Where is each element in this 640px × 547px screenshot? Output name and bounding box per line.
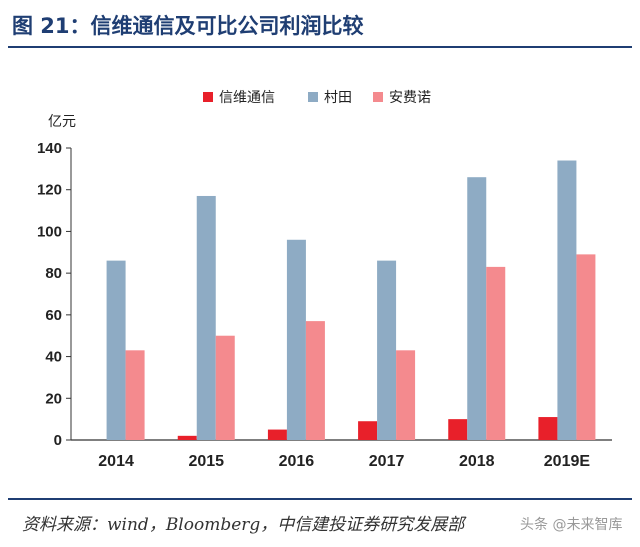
- y-tick-label: 80: [45, 265, 62, 282]
- y-tick-label: 120: [37, 182, 62, 199]
- bar: [177, 435, 197, 440]
- x-axis: 2014 2015 2016 2017 2018 2019E: [71, 439, 612, 470]
- y-tick-label: 0: [54, 432, 62, 449]
- legend: 信维通信 村田 安费诺: [203, 90, 431, 106]
- y-tick-label: 20: [45, 390, 62, 407]
- bottom-rule: [8, 498, 632, 500]
- y-tick-label: 40: [45, 349, 62, 366]
- bar: [467, 177, 487, 440]
- figure-title: 图 21：信维通信及可比公司利润比较: [12, 14, 364, 38]
- y-tick-label: 100: [37, 223, 62, 240]
- legend-swatch: [373, 92, 383, 102]
- x-tick-label: 2019E: [544, 453, 591, 470]
- bar: [196, 195, 216, 440]
- x-tick-label: 2014: [98, 453, 134, 470]
- bars: [106, 160, 596, 440]
- x-tick-label: 2015: [188, 453, 224, 470]
- top-rule: [8, 46, 632, 48]
- legend-swatch: [308, 92, 318, 102]
- legend-label: 村田: [324, 90, 352, 106]
- bar: [486, 266, 506, 440]
- bar: [125, 350, 145, 440]
- bar: [576, 254, 596, 440]
- legend-label: 信维通信: [219, 90, 275, 106]
- y-axis: 0 20 40 60 80 100 120 140: [37, 140, 72, 449]
- y-tick-label: 60: [45, 307, 62, 324]
- x-tick-label: 2018: [459, 453, 495, 470]
- bar: [305, 321, 325, 440]
- watermark: 头条 @未来智库: [520, 517, 623, 533]
- bar: [538, 417, 558, 440]
- source-note: 资料来源：wind，Bloomberg，中信建投证券研究发展部: [22, 515, 465, 535]
- bar: [358, 421, 378, 440]
- bar: [557, 160, 577, 440]
- y-axis-label: 亿元: [48, 114, 76, 130]
- bar: [106, 260, 126, 440]
- bar: [377, 260, 397, 440]
- legend-swatch: [203, 92, 213, 102]
- x-tick-label: 2016: [279, 453, 315, 470]
- bar: [448, 419, 468, 440]
- x-tick-label: 2017: [369, 453, 405, 470]
- bar: [396, 350, 416, 440]
- bar: [215, 335, 235, 440]
- legend-label: 安费诺: [389, 90, 431, 106]
- bar-chart: 亿元 信维通信 村田 安费诺 0 20 40 60 80 100 120 140 2014 2015…: [37, 90, 612, 470]
- bar: [286, 239, 306, 440]
- y-tick-label: 140: [37, 140, 62, 157]
- bar: [267, 429, 287, 440]
